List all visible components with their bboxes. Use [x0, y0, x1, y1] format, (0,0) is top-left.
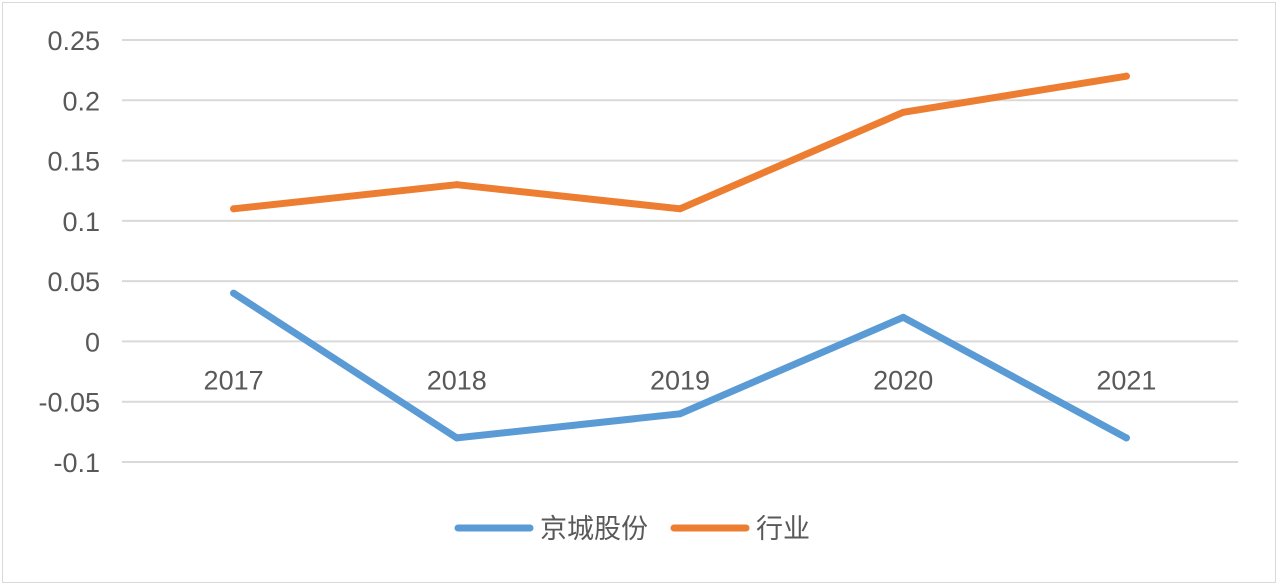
- x-tick-label: 2020: [873, 365, 933, 395]
- y-tick-label: 0.25: [47, 26, 100, 56]
- y-tick-label: -0.1: [53, 448, 100, 478]
- y-tick-label: 0: [85, 327, 100, 357]
- series-lines: [230, 72, 1130, 442]
- data-point: [1122, 72, 1130, 80]
- legend: 京城股份 行业: [454, 514, 810, 544]
- y-tick-label: -0.05: [38, 388, 100, 418]
- gridlines: [122, 39, 1238, 463]
- data-point: [676, 205, 684, 213]
- x-tick-label: 2018: [427, 365, 487, 395]
- legend-label: 京城股份: [540, 514, 648, 544]
- data-point: [230, 205, 238, 213]
- data-point: [899, 108, 907, 116]
- x-tick-label: 2019: [650, 365, 710, 395]
- y-axis: 0.25 0.2 0.15 0.1 0.05 0 -0.05 -0.1: [38, 26, 100, 478]
- y-tick-label: 0.1: [62, 207, 100, 237]
- data-point: [453, 434, 461, 442]
- y-tick-label: 0.15: [47, 147, 100, 177]
- x-tick-label: 2021: [1096, 365, 1156, 395]
- y-tick-label: 0.2: [62, 86, 100, 116]
- data-point: [676, 410, 684, 418]
- legend-label: 行业: [756, 514, 810, 544]
- data-point: [899, 313, 907, 321]
- x-axis: 2017 2018 2019 2020 2021: [204, 365, 1157, 395]
- data-point: [1122, 434, 1130, 442]
- x-tick-label: 2017: [204, 365, 264, 395]
- series-line-1: [230, 72, 1130, 213]
- data-point: [230, 289, 238, 297]
- data-point: [453, 181, 461, 189]
- y-tick-label: 0.05: [47, 267, 100, 297]
